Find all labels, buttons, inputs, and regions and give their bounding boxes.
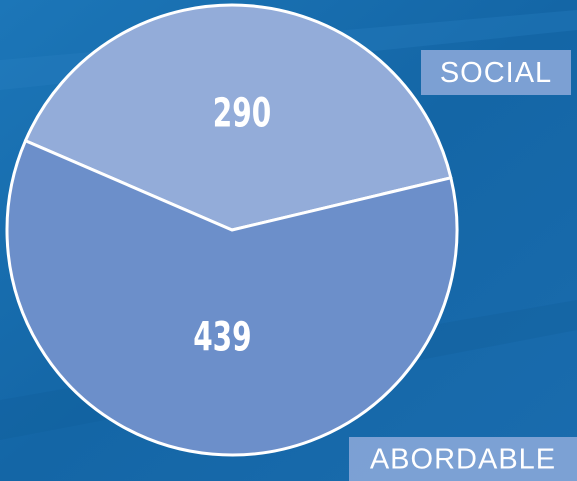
category-label-box	[421, 50, 571, 95]
pie-slice	[23, 3, 453, 232]
value-label: 290	[213, 91, 271, 137]
pie	[5, 3, 459, 457]
value-label: 439	[193, 315, 251, 361]
pie-slice	[5, 139, 459, 457]
category-label: ABORDABLE	[370, 444, 556, 476]
category-label-box	[349, 437, 577, 481]
category-label: SOCIAL	[440, 57, 552, 89]
